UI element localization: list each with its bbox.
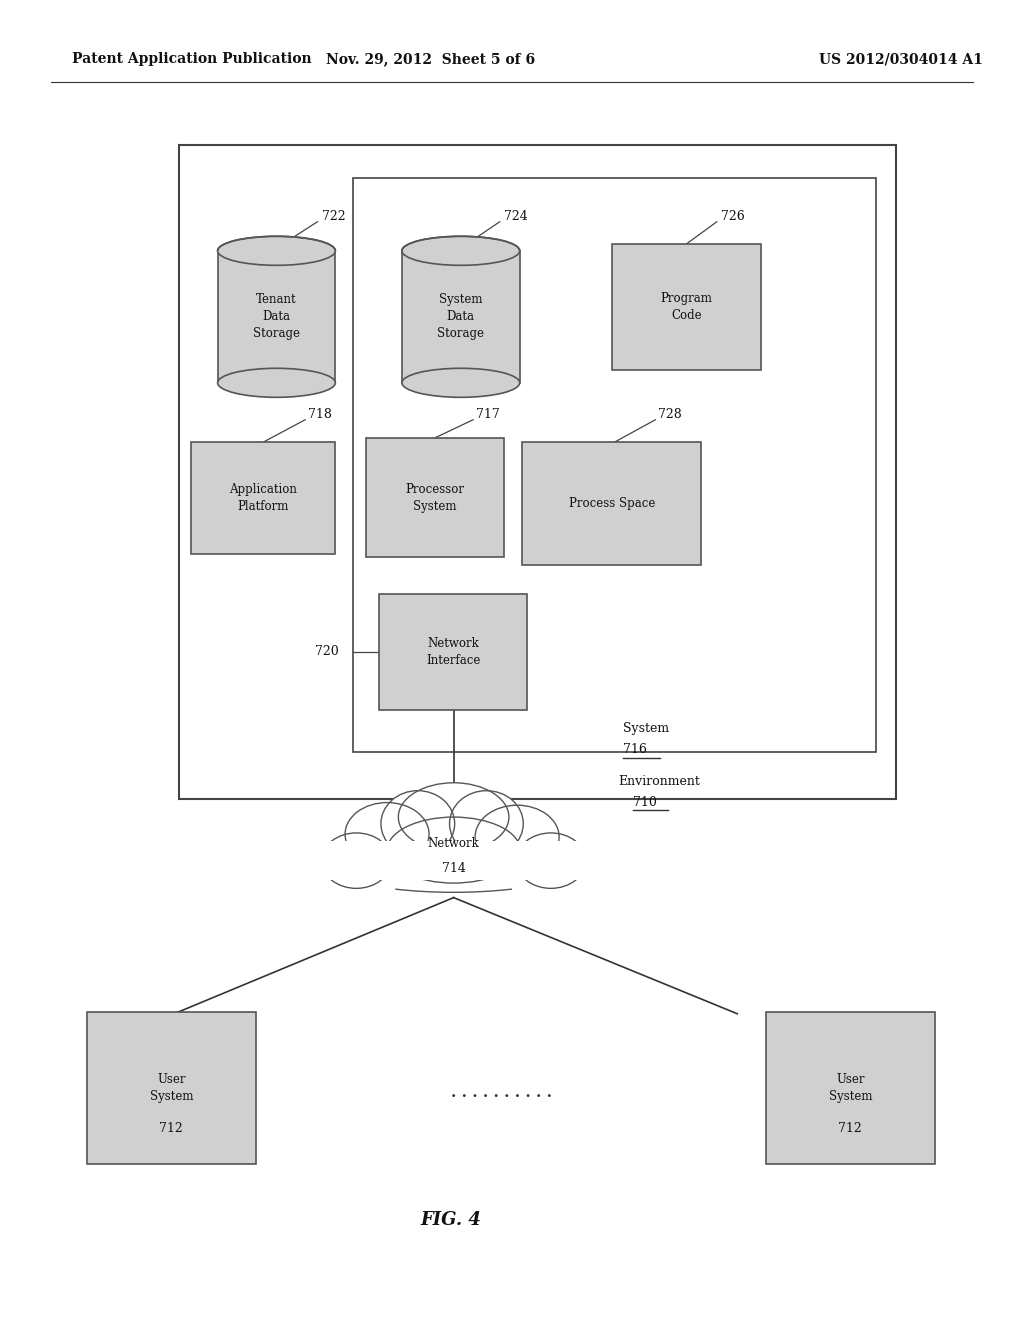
Text: 717: 717: [476, 408, 500, 421]
FancyBboxPatch shape: [612, 244, 761, 370]
Polygon shape: [218, 251, 336, 383]
FancyBboxPatch shape: [766, 1012, 935, 1164]
Ellipse shape: [387, 817, 520, 883]
Text: . . . . . . . . . .: . . . . . . . . . .: [452, 1086, 552, 1100]
FancyBboxPatch shape: [353, 178, 876, 752]
Text: System: System: [623, 722, 669, 735]
Text: 710: 710: [633, 796, 656, 809]
Ellipse shape: [450, 791, 523, 857]
Text: Tenant
Data
Storage: Tenant Data Storage: [253, 293, 300, 341]
FancyBboxPatch shape: [305, 841, 602, 880]
Ellipse shape: [345, 803, 429, 866]
Text: Process Space: Process Space: [568, 498, 655, 510]
Text: Patent Application Publication: Patent Application Publication: [72, 53, 311, 66]
Text: FIG. 4: FIG. 4: [420, 1210, 481, 1229]
Ellipse shape: [218, 368, 336, 397]
Text: User
System: User System: [828, 1073, 872, 1104]
Ellipse shape: [516, 833, 586, 888]
Text: 712: 712: [159, 1122, 183, 1135]
Text: Network
Interface: Network Interface: [426, 638, 480, 667]
Text: 724: 724: [504, 210, 527, 223]
Ellipse shape: [401, 368, 520, 397]
Text: Network: Network: [428, 837, 479, 850]
Text: Program
Code: Program Code: [660, 292, 713, 322]
Text: Nov. 29, 2012  Sheet 5 of 6: Nov. 29, 2012 Sheet 5 of 6: [326, 53, 535, 66]
Text: 716: 716: [623, 743, 646, 756]
FancyBboxPatch shape: [87, 1012, 256, 1164]
FancyBboxPatch shape: [179, 145, 896, 799]
FancyBboxPatch shape: [191, 442, 335, 554]
Ellipse shape: [218, 236, 336, 265]
Text: Environment: Environment: [618, 775, 700, 788]
Ellipse shape: [401, 236, 520, 265]
Text: 728: 728: [658, 408, 682, 421]
Ellipse shape: [398, 783, 509, 851]
Text: 722: 722: [322, 210, 345, 223]
Text: 726: 726: [721, 210, 744, 223]
Text: 720: 720: [315, 644, 339, 657]
Text: US 2012/0304014 A1: US 2012/0304014 A1: [819, 53, 983, 66]
FancyBboxPatch shape: [366, 438, 504, 557]
Text: Processor
System: Processor System: [406, 483, 464, 512]
Ellipse shape: [475, 805, 559, 869]
Text: System
Data
Storage: System Data Storage: [437, 293, 484, 341]
Text: 714: 714: [441, 862, 466, 875]
FancyBboxPatch shape: [522, 442, 701, 565]
Ellipse shape: [322, 833, 391, 888]
Text: User
System: User System: [150, 1073, 194, 1104]
Polygon shape: [401, 251, 520, 383]
Text: 718: 718: [308, 408, 332, 421]
Ellipse shape: [381, 791, 455, 857]
Text: 712: 712: [838, 1122, 862, 1135]
Text: Application
Platform: Application Platform: [229, 483, 297, 513]
FancyBboxPatch shape: [379, 594, 527, 710]
